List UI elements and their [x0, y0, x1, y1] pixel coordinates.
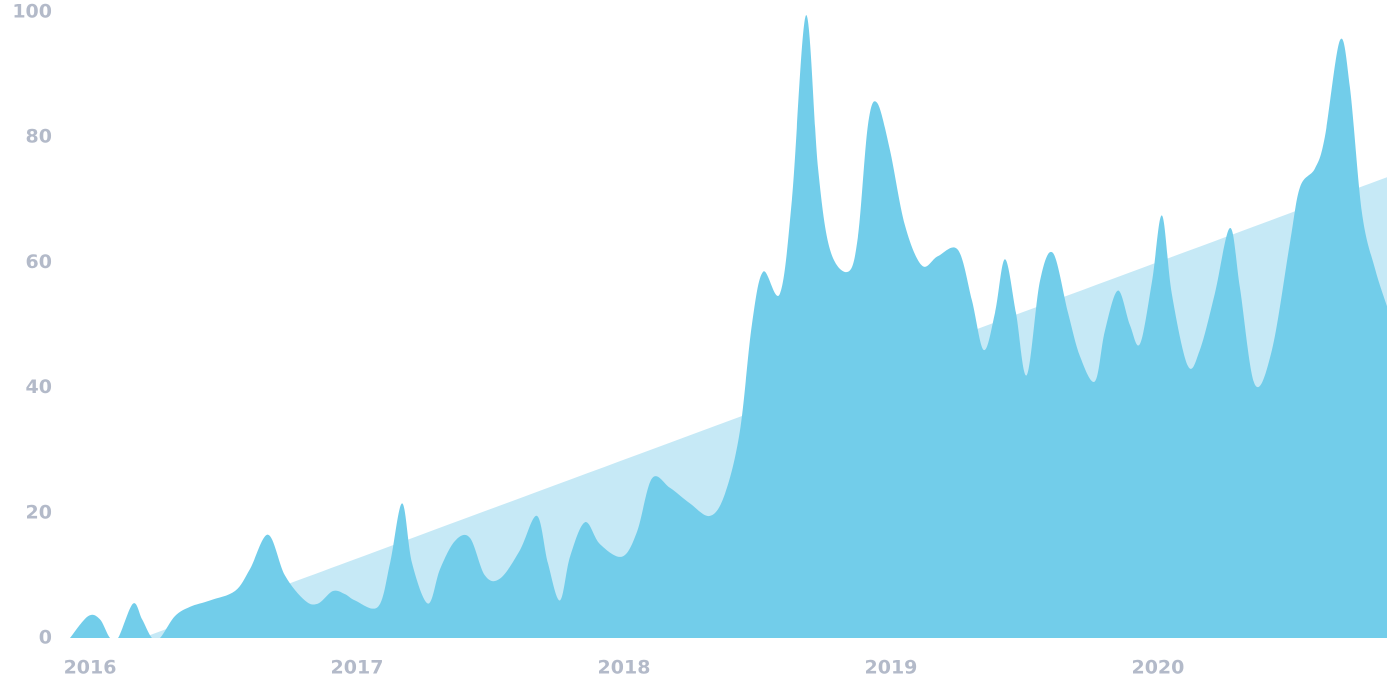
x-tick-label: 2017	[331, 657, 384, 679]
y-tick-label: 80	[26, 126, 52, 148]
x-tick-label: 2019	[865, 657, 918, 679]
y-tick-label: 0	[39, 627, 52, 649]
area	[70, 15, 1387, 638]
y-tick-label: 100	[12, 1, 52, 23]
y-tick-label: 60	[26, 251, 52, 273]
x-tick-label: 2016	[64, 657, 117, 679]
y-tick-label: 40	[26, 376, 52, 398]
x-tick-label: 2018	[598, 657, 651, 679]
x-tick-label: 2020	[1131, 657, 1184, 679]
y-tick-label: 20	[26, 501, 52, 523]
